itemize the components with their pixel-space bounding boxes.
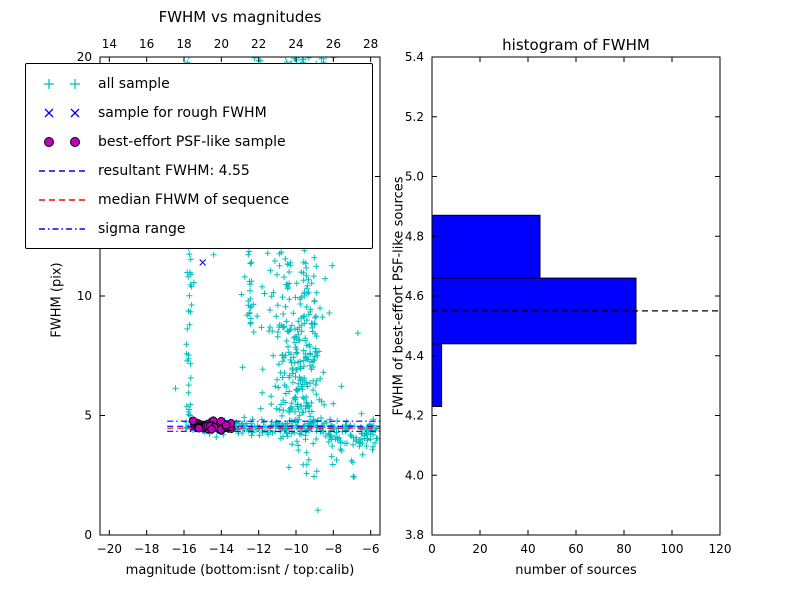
left-plot-ylabel: FWHM (pix) [49, 262, 65, 338]
svg-text:5: 5 [84, 409, 92, 423]
legend-item-label: median FHWM of sequence [98, 191, 290, 208]
dashed-marker-icon [36, 163, 88, 179]
legend-item-label: resultant FWHM: 4.55 [98, 162, 250, 179]
svg-text:4.4: 4.4 [405, 349, 424, 363]
svg-text:4.8: 4.8 [405, 229, 424, 243]
svg-text:14: 14 [102, 37, 117, 51]
svg-text:−14: −14 [209, 542, 234, 556]
svg-text:5.4: 5.4 [405, 50, 424, 64]
svg-text:−18: −18 [134, 542, 159, 556]
svg-text:−10: −10 [283, 542, 308, 556]
svg-text:20: 20 [214, 37, 229, 51]
legend-item-3: resultant FWHM: 4.55 [26, 156, 372, 185]
svg-text:24: 24 [288, 37, 303, 51]
legend-item-label: sample for rough FWHM [98, 104, 267, 121]
svg-text:40: 40 [520, 542, 535, 556]
dashed-marker-icon [36, 192, 88, 208]
legend-item-1: sample for rough FWHM [26, 98, 372, 127]
svg-text:100: 100 [661, 542, 684, 556]
circle-marker-icon [36, 134, 88, 150]
right-plot-ticks: 0 20 40 60 80 100 120 3.8 4.0 4.2 4.4 4.6 4.8 5.0 5.2 5… [405, 50, 732, 556]
svg-text:18: 18 [176, 37, 191, 51]
right-plot-ylabel: FWHM of best-effort PSF-like sources [391, 176, 407, 416]
svg-text:3.8: 3.8 [405, 528, 424, 542]
svg-text:22: 22 [251, 37, 266, 51]
svg-text:−8: −8 [324, 542, 342, 556]
svg-text:20: 20 [472, 542, 487, 556]
legend-item-0: all sample [26, 69, 372, 98]
psf-sample-points [188, 416, 236, 435]
legend-item-2: best-effort PSF-like sample [26, 127, 372, 156]
svg-text:5.2: 5.2 [405, 110, 424, 124]
left-plot-title: FWHM vs magnitudes [158, 8, 322, 26]
rough-fwhm-points [189, 259, 233, 434]
svg-text:28: 28 [363, 37, 378, 51]
svg-text:120: 120 [709, 542, 732, 556]
svg-text:26: 26 [326, 37, 341, 51]
x-marker-icon [36, 105, 88, 121]
right-plot-title: histogram of FWHM [502, 36, 650, 54]
svg-text:20: 20 [77, 50, 92, 64]
svg-text:80: 80 [616, 542, 631, 556]
right-plot-xlabel: number of sources [515, 563, 637, 578]
legend-item-5: sigma range [26, 214, 372, 243]
svg-text:−16: −16 [171, 542, 196, 556]
legend-item-label: all sample [98, 75, 170, 92]
svg-text:5.0: 5.0 [405, 170, 424, 184]
all-sample-points [172, 57, 380, 514]
svg-text:16: 16 [139, 37, 154, 51]
legend-item-4: median FHWM of sequence [26, 185, 372, 214]
plus-marker-icon [36, 76, 88, 92]
histogram-bar [431, 214, 541, 279]
svg-text:4.0: 4.0 [405, 468, 424, 482]
svg-text:−12: −12 [246, 542, 271, 556]
svg-text:−20: −20 [97, 542, 122, 556]
svg-text:0: 0 [84, 528, 92, 542]
legend-item-label: sigma range [98, 220, 186, 237]
svg-text:0: 0 [428, 542, 436, 556]
legend-item-label: best-effort PSF-like sample [98, 133, 286, 150]
svg-text:60: 60 [568, 542, 583, 556]
svg-text:4.6: 4.6 [405, 289, 424, 303]
svg-text:4.2: 4.2 [405, 409, 424, 423]
histogram-bar [431, 343, 443, 407]
svg-text:10: 10 [77, 289, 92, 303]
left-plot-ticks: −20 −18 −16 −14 −12 −10 −8 −6 14 16 18 20 22 24 26 28 0 5… [77, 37, 380, 556]
svg-text:−6: −6 [362, 542, 380, 556]
left-plot-xlabel: magnitude (bottom:isnt / top:calib) [125, 563, 355, 578]
legend: all sample sample for rough FWHM best-effo… [25, 63, 373, 249]
dashdot-marker-icon [36, 221, 88, 237]
